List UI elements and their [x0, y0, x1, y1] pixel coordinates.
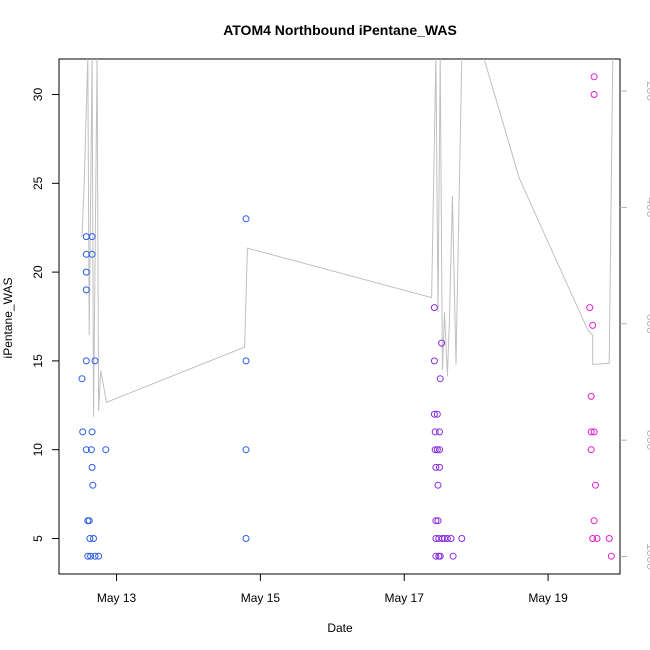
data-point: [242, 215, 250, 223]
y-axis: 5 10 15 20 25 30: [31, 88, 59, 542]
data-point: [242, 357, 250, 365]
data-point: [589, 535, 597, 542]
data-point: [589, 321, 597, 329]
y-tick-label: 10: [31, 443, 45, 457]
x-tick-label: May 13: [97, 591, 137, 605]
data-point: [432, 517, 440, 525]
data-point: [82, 446, 90, 454]
y-tick-label: 25: [31, 176, 45, 190]
data-point: [593, 535, 601, 542]
data-point: [447, 535, 455, 542]
data-point: [89, 481, 97, 489]
data-point: [102, 446, 110, 454]
y-tick-label: 5: [31, 535, 45, 542]
data-point: [434, 481, 442, 489]
data-point: [590, 428, 598, 436]
data-point: [592, 481, 599, 489]
y2-tick-label: 1000: [644, 543, 650, 570]
y2-tick-label: 400: [644, 197, 650, 217]
data-point: [87, 552, 95, 560]
data-point: [458, 535, 466, 542]
data-point: [436, 428, 443, 436]
data-point: [430, 357, 438, 365]
data-point: [587, 392, 595, 400]
data-point: [79, 428, 87, 436]
data-point: [88, 250, 96, 258]
data-point: [78, 375, 86, 383]
chart-title: ATOM4 Northbound iPentane_WAS: [223, 22, 457, 38]
data-point: [443, 535, 451, 542]
data-point: [432, 463, 440, 471]
x-tick-label: May 15: [241, 591, 281, 605]
data-point: [432, 552, 440, 560]
data-point: [438, 535, 446, 542]
data-point: [90, 535, 97, 542]
y2-axis: 200 400 600 800 1000: [620, 81, 650, 570]
data-point: [590, 517, 598, 525]
data-point: [86, 535, 94, 542]
data-point: [87, 446, 95, 454]
y-tick-label: 15: [31, 354, 45, 368]
data-point: [431, 428, 439, 436]
y2-tick-label: 600: [644, 314, 650, 334]
data-point: [436, 446, 443, 454]
data-point: [95, 552, 103, 560]
y-axis-label: iPentane_WAS: [1, 278, 15, 359]
data-point: [438, 339, 446, 347]
data-point: [590, 73, 598, 81]
trace-line-layer: [81, 59, 614, 417]
data-point: [436, 463, 443, 471]
data-point: [82, 268, 90, 276]
data-point: [433, 446, 441, 454]
data-point: [434, 517, 442, 525]
y2-tick-label: 800: [644, 430, 650, 450]
y-tick-label: 30: [31, 88, 45, 102]
data-point: [85, 517, 93, 525]
data-point: [88, 428, 96, 436]
data-point: [82, 286, 90, 294]
data-point: [242, 535, 250, 542]
trace-line: [81, 59, 614, 417]
data-point: [449, 552, 457, 560]
x-tick-label: May 17: [385, 591, 425, 605]
data-point: [586, 304, 594, 312]
data-point: [433, 410, 441, 418]
data-point: [91, 357, 99, 365]
data-point: [430, 410, 438, 418]
data-point: [436, 375, 444, 383]
data-point: [431, 446, 439, 454]
data-point: [605, 535, 613, 542]
data-point: [436, 552, 444, 560]
data-point: [88, 233, 96, 241]
x-tick-label: May 19: [528, 591, 568, 605]
data-point: [590, 91, 598, 98]
x-axis: May 13 May 15 May 17 May 19: [97, 574, 568, 605]
y2-tick-label: 200: [644, 81, 650, 101]
plot-area: [58, 58, 621, 575]
data-point: [82, 357, 90, 365]
data-point: [84, 552, 92, 560]
x-axis-label: Date: [327, 621, 353, 635]
data-point: [430, 304, 438, 312]
data-point: [587, 428, 595, 436]
data-point: [607, 552, 615, 560]
data-point: [88, 463, 96, 471]
data-point: [242, 446, 250, 454]
data-point: [587, 446, 595, 454]
data-point: [91, 552, 99, 560]
y-tick-label: 20: [31, 265, 45, 279]
points-layer: [78, 73, 615, 560]
